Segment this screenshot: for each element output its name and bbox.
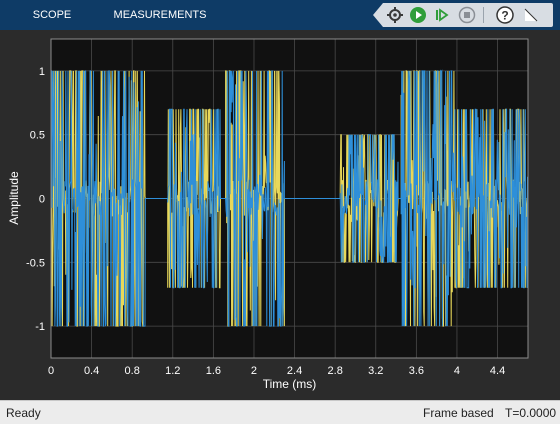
y-axis-label: Amplitude	[7, 171, 21, 225]
x-axis-label: Time (ms)	[263, 377, 317, 391]
status-text: Ready	[6, 406, 41, 420]
y-tick-label: 1	[39, 66, 45, 78]
x-tick-label: 4.4	[490, 365, 505, 377]
x-tick-label: 2.4	[287, 365, 302, 377]
x-tick-label: 2.8	[328, 365, 343, 377]
trace-line-channel-1	[50, 69, 529, 327]
tab-measurements[interactable]: MEASUREMENTS	[113, 9, 207, 21]
x-tick-label: 1.2	[165, 365, 180, 377]
x-tick-label: 3.6	[409, 365, 424, 377]
svg-text:?: ?	[501, 9, 508, 23]
x-tick-label: 0.8	[125, 365, 140, 377]
signal-trace-channel-1	[50, 69, 529, 327]
y-axis-tick-labels: 1 0.5 0 -0.5 -1	[26, 66, 45, 333]
x-axis-tick-labels: 0 0.4 0.8 1.2 1.6 2 2.4 2.8 3.2 3.6 4 4.4	[48, 365, 505, 377]
x-tick-label: 2	[251, 365, 257, 377]
step-forward-icon[interactable]	[431, 5, 451, 25]
help-icon[interactable]: ?	[495, 5, 515, 25]
x-tick-label: 4	[454, 365, 460, 377]
y-tick-label: -0.5	[26, 257, 45, 269]
quick-access-toolbar: ?	[373, 3, 553, 27]
y-tick-label: -1	[35, 321, 45, 333]
x-tick-label: 0	[48, 365, 54, 377]
plot-frame	[50, 38, 529, 359]
settings-gear-icon[interactable]	[385, 5, 405, 25]
status-bar: Ready Frame based T=0.0000	[0, 400, 560, 424]
tab-scope[interactable]: SCOPE	[32, 9, 72, 21]
scope-plot[interactable]: 0 0.4 0.8 1.2 1.6 2 2.4 2.8 3.2 3.6 4 4.4 1 0.5 0 -0.5…	[0, 30, 560, 400]
y-tick-label: 0.5	[30, 130, 45, 142]
sampling-mode-label: Frame based	[423, 406, 494, 420]
y-tick-label: 0	[39, 194, 45, 206]
simulation-time: T=0.0000	[505, 406, 557, 420]
scope-display: 0 0.4 0.8 1.2 1.6 2 2.4 2.8 3.2 3.6 4 4.4 1 0.5 0 -0.5…	[0, 30, 560, 400]
stop-icon[interactable]	[457, 5, 477, 25]
toolbar-separator	[483, 7, 484, 23]
x-tick-label: 1.6	[206, 365, 221, 377]
pin-icon[interactable]	[521, 5, 541, 25]
run-icon[interactable]	[408, 5, 428, 25]
top-ribbon: SCOPE MEASUREMENTS ?	[0, 0, 560, 30]
x-tick-label: 0.4	[84, 365, 99, 377]
x-tick-label: 3.2	[368, 365, 383, 377]
